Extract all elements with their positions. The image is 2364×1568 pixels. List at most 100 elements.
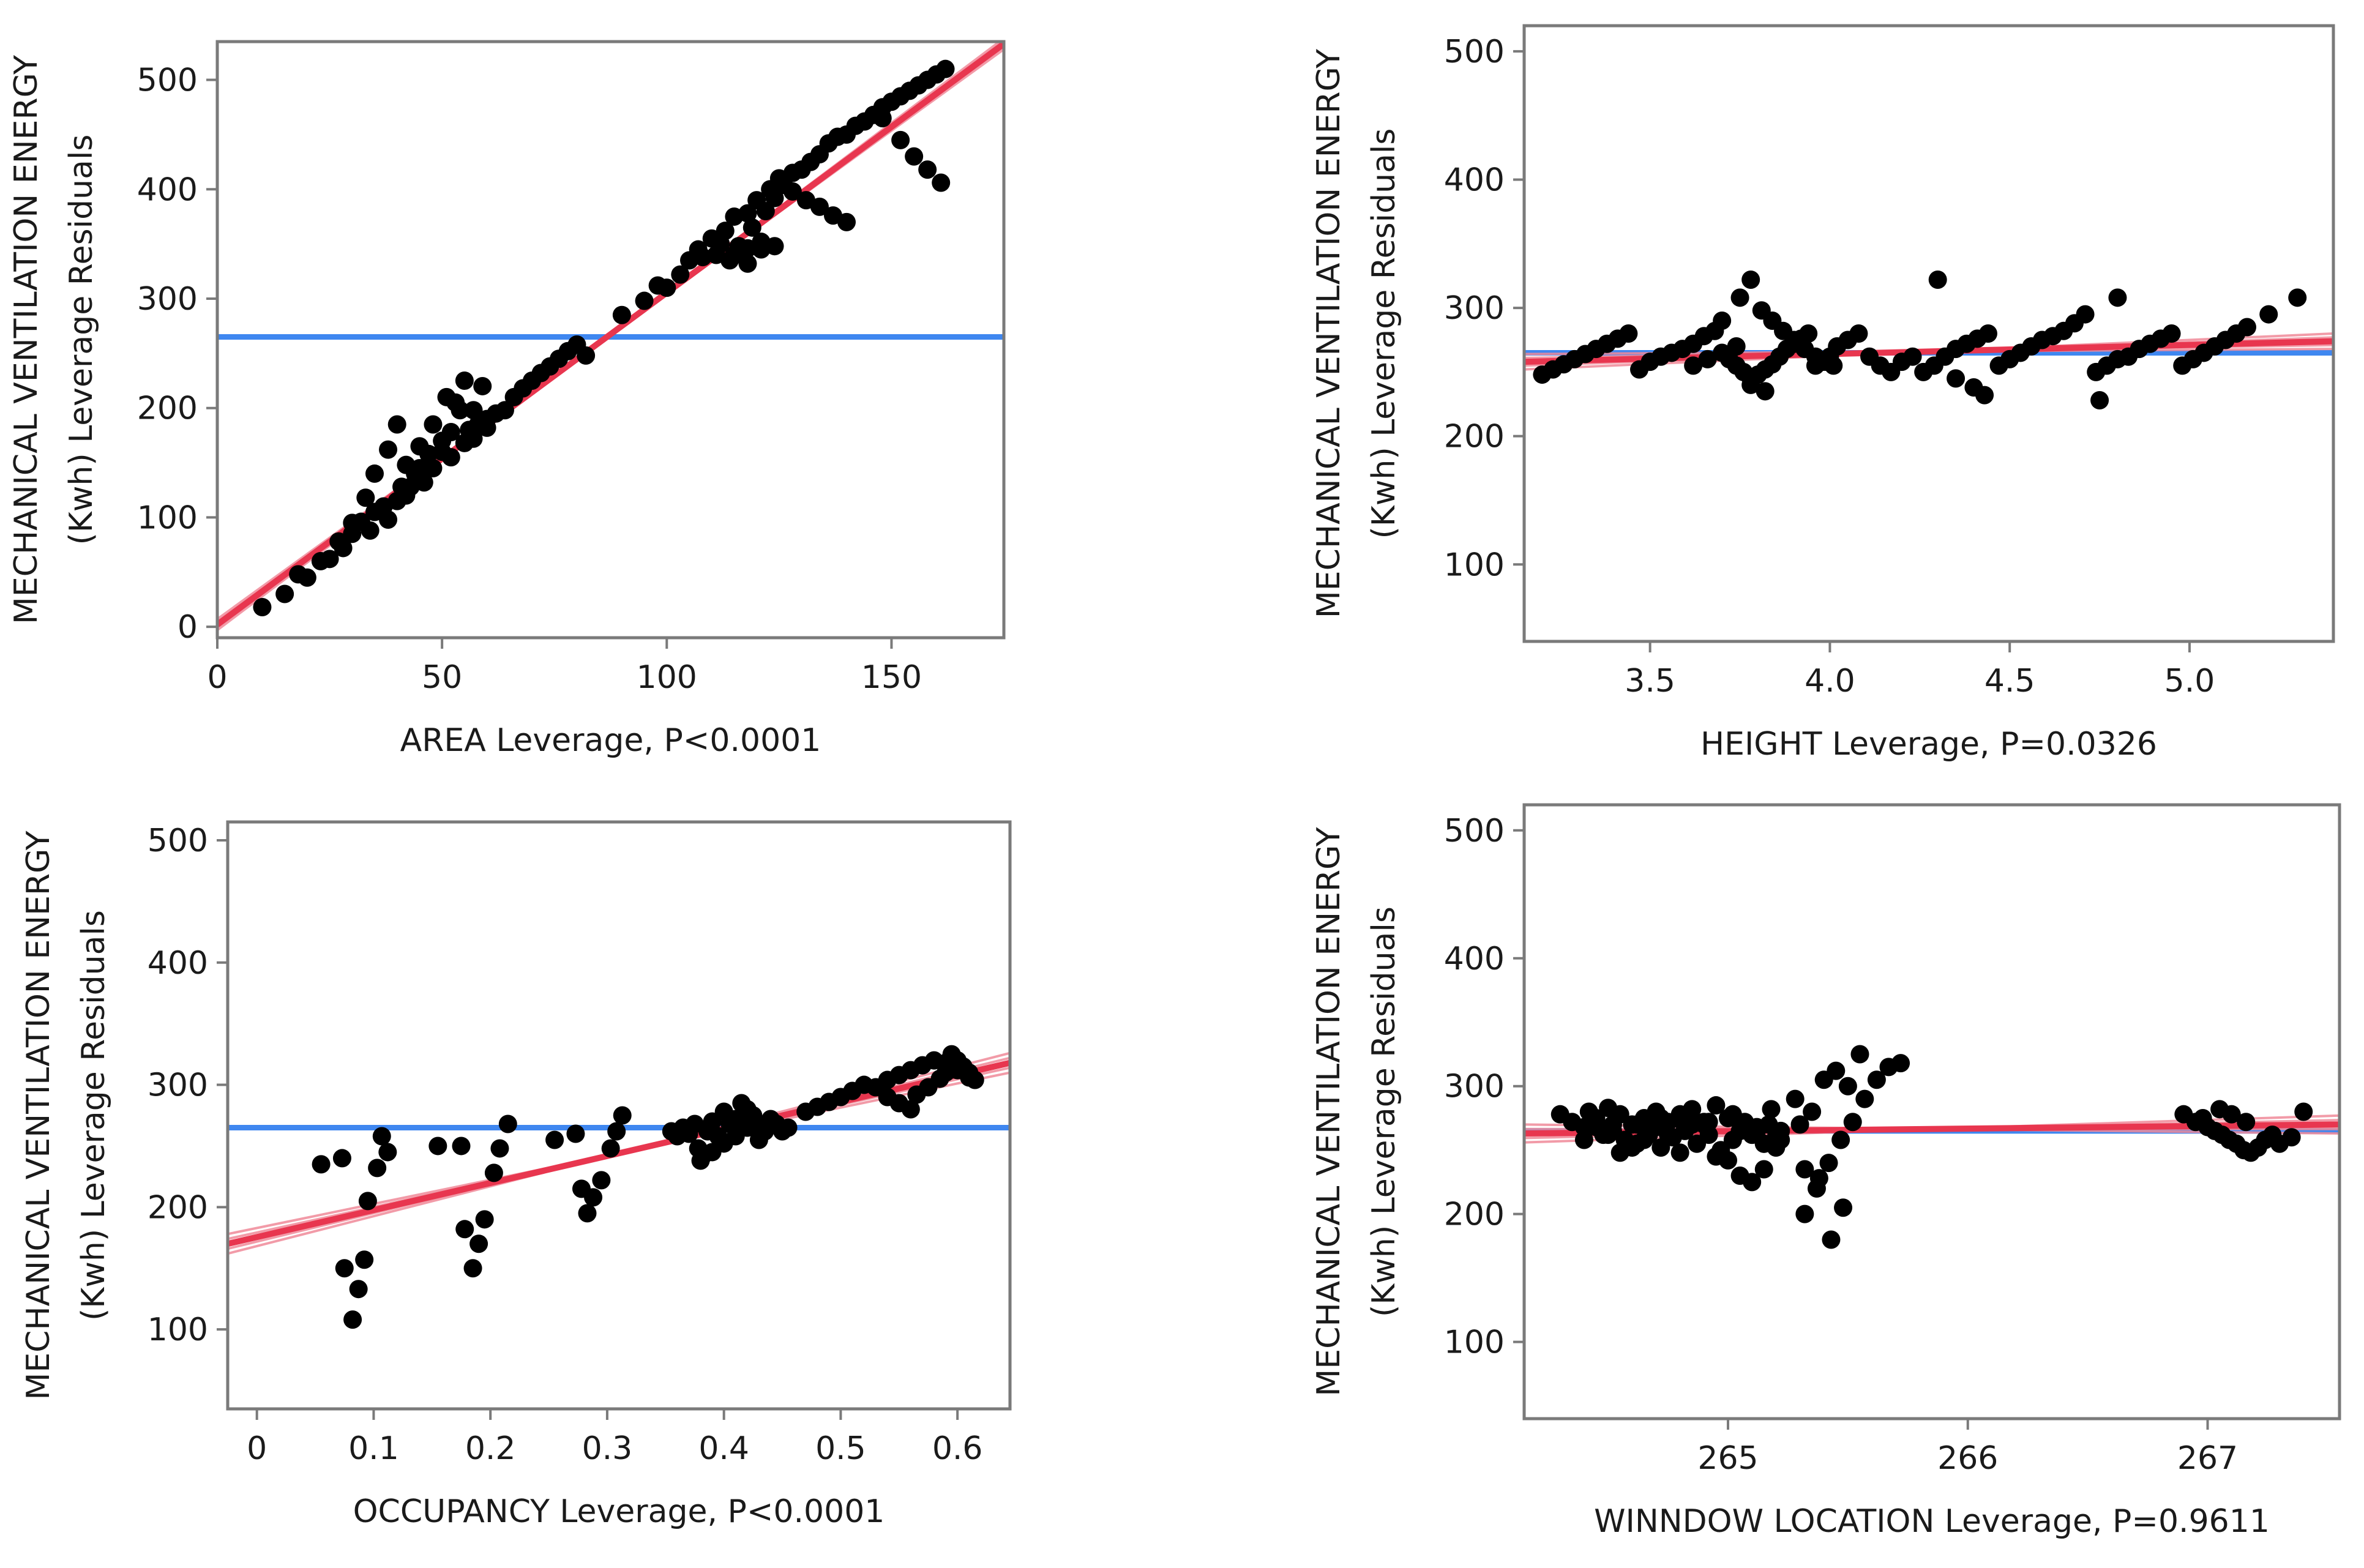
data-point (477, 418, 496, 437)
y-tick-label: 500 (1444, 34, 1505, 70)
data-point (2237, 318, 2256, 337)
data-point (495, 401, 514, 420)
data-point (379, 440, 398, 459)
data-point (738, 254, 757, 273)
data-point (441, 423, 460, 442)
data-point (312, 1155, 331, 1174)
data-point (355, 1250, 374, 1269)
data-point (1675, 1118, 1694, 1137)
data-point (613, 1106, 632, 1125)
data-point (1741, 375, 1760, 394)
data-point (2288, 288, 2307, 307)
data-point (1756, 382, 1775, 401)
x-tick-label: 0 (247, 1430, 267, 1467)
data-point (1795, 1204, 1814, 1223)
data-point (545, 1130, 564, 1149)
data-point (716, 222, 735, 241)
y-axis-title-line2: (Kwh) Leverage Residuals (63, 135, 100, 545)
data-point (1707, 1147, 1726, 1166)
data-point (1849, 324, 1868, 343)
data-point (484, 1163, 503, 1182)
data-point (473, 376, 492, 395)
y-tick-label: 300 (1444, 290, 1505, 327)
x-tick-label: 266 (1937, 1440, 1998, 1477)
x-tick-label: 265 (1697, 1440, 1758, 1477)
data-point (901, 1100, 920, 1119)
data-point (2251, 0, 2270, 9)
data-point (441, 448, 460, 467)
plot-area (1524, 270, 2333, 409)
data-point (1707, 1096, 1726, 1115)
plot-area (228, 1045, 1010, 1329)
data-point (332, 1149, 351, 1168)
data-point (2162, 324, 2181, 343)
data-point (566, 1124, 585, 1143)
y-axis-title-line2: (Kwh) Leverage Residuals (1366, 906, 1402, 1317)
data-point (1698, 349, 1717, 368)
y-tick-label: 400 (1444, 941, 1505, 977)
plot-frame (1522, 24, 2335, 643)
data-point (1574, 1130, 1593, 1149)
y-tick-label: 100 (1444, 547, 1505, 583)
data-point (1838, 1077, 1857, 1096)
data-point (1824, 356, 1843, 375)
x-axis-title: AREA Leverage, P<0.0001 (400, 722, 821, 759)
x-tick-label: 100 (637, 659, 697, 696)
data-point (1628, 1115, 1647, 1134)
y-tick-label: 100 (148, 1312, 208, 1348)
data-point (368, 1159, 387, 1178)
data-point (1610, 1105, 1629, 1124)
plot-frame (215, 40, 1006, 640)
data-point (455, 1220, 474, 1239)
data-point (1803, 1102, 1822, 1121)
data-point (1771, 1130, 1790, 1149)
data-point (1867, 1070, 1886, 1089)
data-point (414, 473, 433, 492)
data-point (738, 1118, 757, 1137)
data-point (1850, 1045, 1869, 1064)
data-point (335, 1259, 354, 1278)
y-tick-label: 300 (137, 281, 198, 318)
plot-frame (226, 820, 1012, 1411)
x-tick-label: 0.6 (932, 1430, 983, 1467)
data-point (2222, 1105, 2241, 1124)
x-tick-label: 4.5 (1984, 663, 2035, 700)
x-tick-label: 150 (861, 659, 922, 696)
data-point (455, 371, 474, 390)
data-point (361, 521, 380, 540)
data-point (1809, 1169, 1828, 1188)
data-point (1754, 1160, 1773, 1179)
x-tick-label: 0.4 (698, 1430, 749, 1467)
y-tick-label: 500 (1444, 813, 1505, 849)
data-point (1684, 356, 1703, 375)
data-point (1741, 270, 1760, 289)
data-point (343, 1310, 362, 1329)
data-point (1947, 369, 1966, 388)
y-axis-title-line1: MECHANICAL VENTILATION ENERGY (1311, 49, 1347, 618)
data-point (612, 305, 631, 324)
data-point (1619, 324, 1638, 343)
data-point (378, 1143, 397, 1162)
data-point (749, 1130, 768, 1149)
data-point (424, 458, 443, 477)
data-point (356, 488, 375, 507)
data-point (578, 1204, 597, 1223)
data-point (1978, 324, 1997, 343)
y-axis-title-line2: (Kwh) Leverage Residuals (75, 910, 112, 1321)
plot-frame (1522, 803, 2341, 1421)
data-point (810, 197, 829, 216)
data-point (372, 1127, 391, 1146)
data-point (2108, 288, 2127, 307)
data-point (419, 444, 438, 463)
x-tick-label: 0.2 (465, 1430, 516, 1467)
data-point (965, 1070, 984, 1089)
data-point (783, 182, 802, 201)
y-axis-title-line1: MECHANICAL VENTILATION ENERGY (20, 831, 57, 1400)
data-point (1819, 1154, 1838, 1173)
data-point (1827, 1061, 1846, 1080)
data-point (1610, 1143, 1629, 1162)
data-point (577, 346, 596, 365)
data-point (1587, 1118, 1606, 1137)
data-point (1928, 270, 1947, 289)
